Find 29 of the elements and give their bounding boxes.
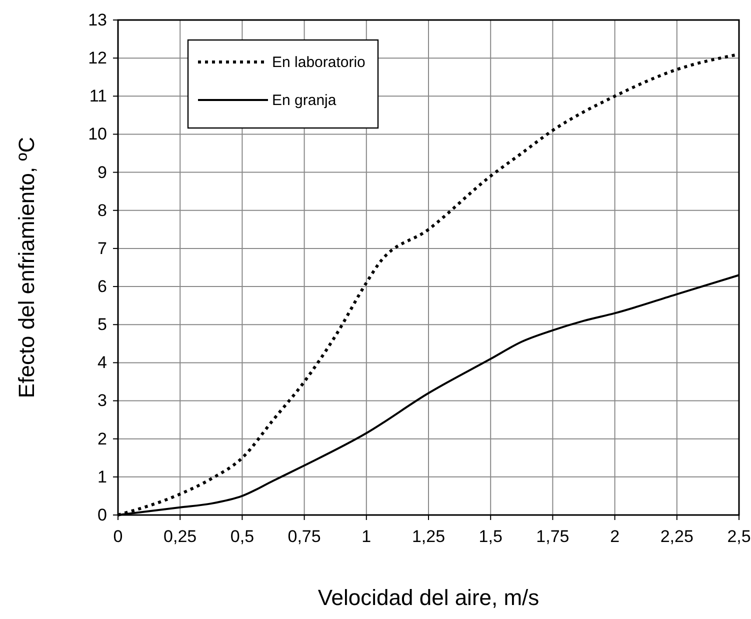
y-tick-label: 4	[98, 353, 107, 372]
y-tick-label: 1	[98, 467, 107, 486]
x-tick-label: 0	[113, 527, 123, 546]
y-tick-label: 3	[98, 391, 107, 410]
x-tick-label: 1	[362, 527, 372, 546]
y-tick-label: 11	[89, 86, 107, 106]
x-tick-label: 1,25	[412, 527, 446, 546]
x-tick-label: 2	[610, 527, 620, 546]
x-tick-label: 2,5	[727, 527, 751, 546]
y-tick-label: 5	[98, 315, 107, 334]
legend-label: En laboratorio	[272, 54, 366, 71]
y-tick-label: 6	[98, 276, 107, 296]
x-tick-label: 0,25	[164, 527, 197, 546]
y-axis-title: Efecto del enfriamiento, ºC	[14, 136, 39, 398]
y-tick-label: 13	[88, 10, 107, 30]
y-tick-label: 10	[88, 124, 107, 144]
x-tick-label: 1,75	[536, 527, 570, 546]
y-tick-label: 12	[88, 48, 107, 68]
x-tick-label: 1,5	[478, 527, 502, 546]
x-tick-label: 0,75	[288, 527, 321, 546]
y-tick-label: 7	[98, 238, 107, 258]
x-tick-label: 0,5	[230, 527, 254, 546]
legend-label: En granja	[272, 92, 337, 109]
y-tick-label: 0	[98, 505, 107, 524]
y-tick-label: 8	[98, 200, 107, 220]
x-tick-label: 2,25	[660, 527, 694, 546]
y-tick-label: 9	[98, 162, 107, 182]
y-tick-label: 2	[98, 429, 107, 448]
x-axis-title: Velocidad del aire, m/s	[318, 585, 540, 610]
